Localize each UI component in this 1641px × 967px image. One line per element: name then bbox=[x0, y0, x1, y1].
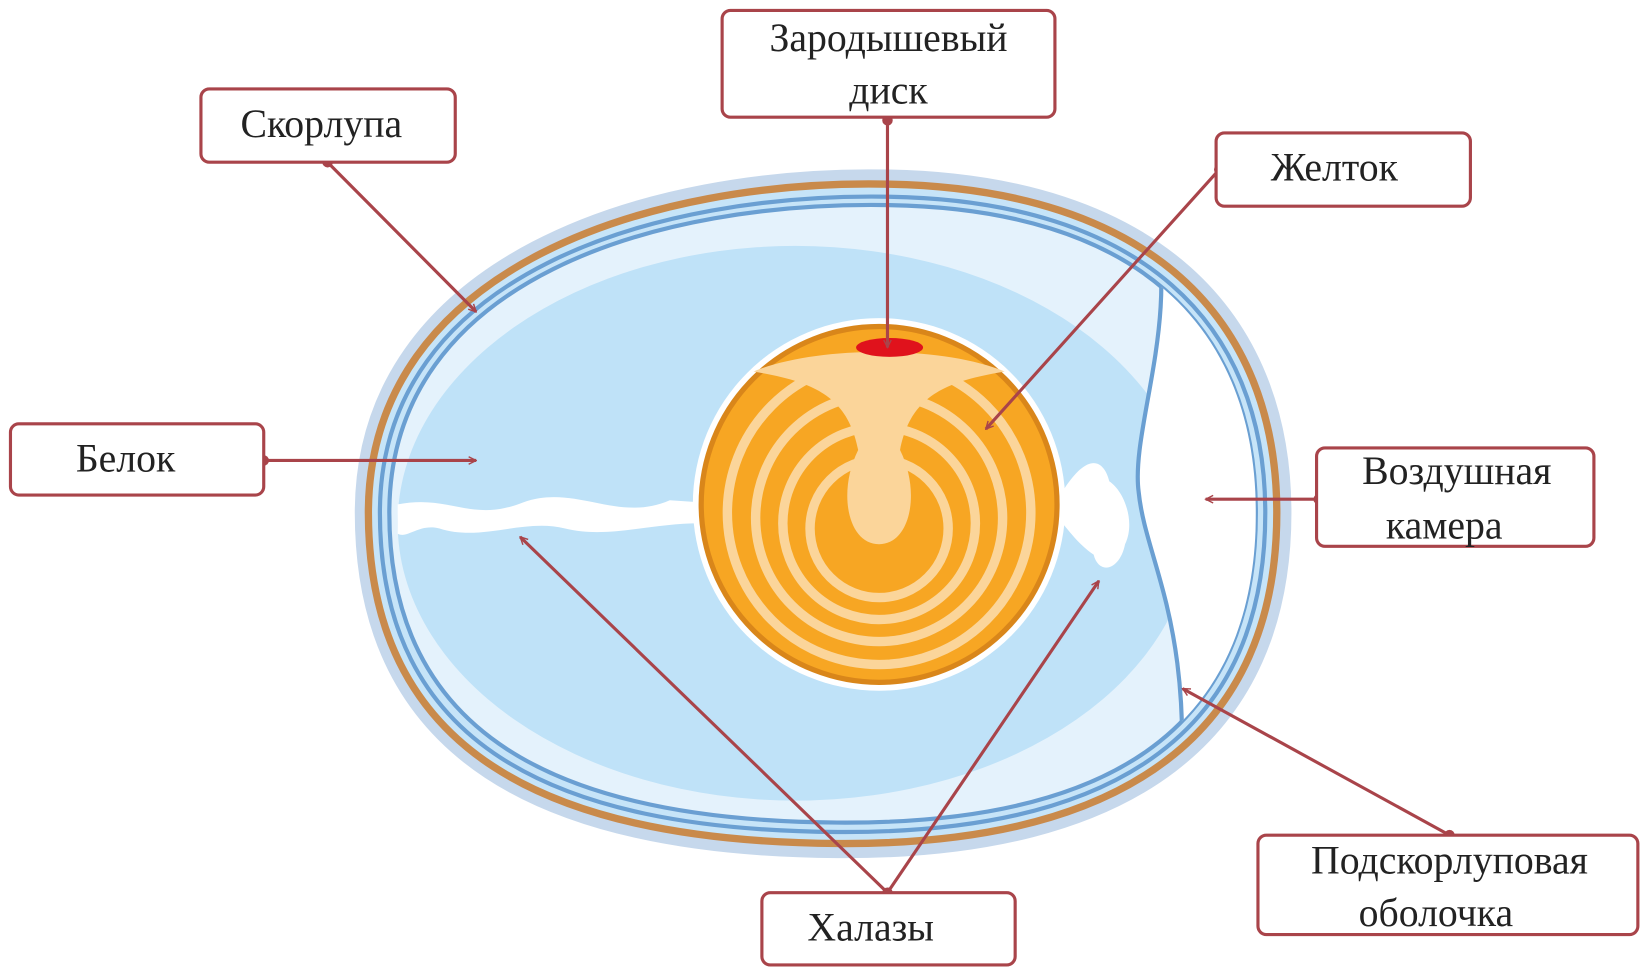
label: Воздушная bbox=[1362, 449, 1551, 493]
pointers bbox=[258, 115, 1455, 898]
label-box bbox=[1256, 833, 1640, 937]
label-box bbox=[1314, 446, 1596, 548]
label: оболочка bbox=[1359, 891, 1514, 935]
label: Белок bbox=[76, 437, 176, 481]
label: Зародышевый bbox=[769, 16, 1007, 60]
egg bbox=[354, 169, 1292, 859]
label: Халазы bbox=[807, 906, 934, 950]
labels: Скорлупа Зародышевый диск Желток Белок В… bbox=[8, 8, 1640, 967]
label: Подскорлуповая bbox=[1311, 839, 1588, 883]
label: диск bbox=[849, 68, 928, 112]
label-box bbox=[1214, 131, 1472, 208]
label: Скорлупа bbox=[240, 102, 402, 146]
label-box bbox=[8, 422, 266, 497]
label-box bbox=[720, 8, 1057, 119]
label-box bbox=[760, 891, 1017, 967]
label: камера bbox=[1386, 504, 1503, 548]
label: Желток bbox=[1271, 146, 1399, 190]
label-box bbox=[199, 87, 457, 164]
